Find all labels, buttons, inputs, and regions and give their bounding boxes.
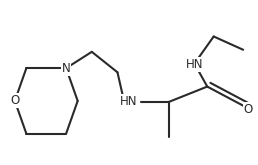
Text: O: O <box>10 94 19 107</box>
Text: O: O <box>244 103 253 116</box>
Text: HN: HN <box>186 58 203 71</box>
Text: HN: HN <box>120 95 138 108</box>
Text: N: N <box>62 62 70 75</box>
